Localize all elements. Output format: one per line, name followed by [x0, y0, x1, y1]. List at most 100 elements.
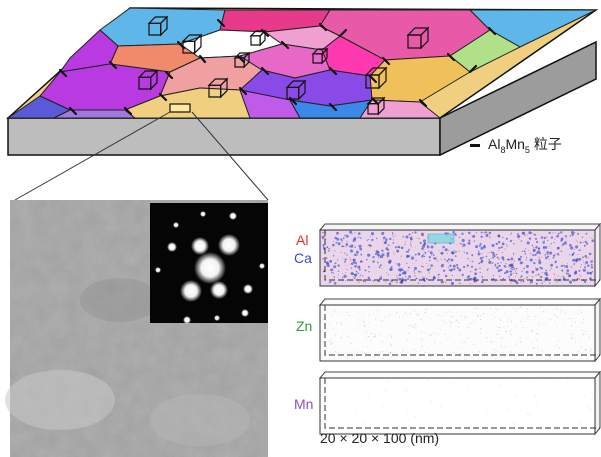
element-dot	[554, 232, 556, 234]
element-dot	[387, 381, 388, 383]
element-dot	[466, 264, 469, 267]
element-dot	[567, 274, 569, 276]
element-dot	[350, 249, 352, 251]
element-dot	[510, 332, 511, 334]
element-dot	[442, 323, 444, 325]
element-dot	[569, 311, 571, 313]
diffraction-spot	[183, 316, 191, 324]
element-dot	[501, 337, 503, 339]
element-dot	[489, 237, 491, 239]
element-dot	[529, 327, 530, 329]
element-dot	[586, 270, 588, 272]
element-dot	[374, 252, 378, 256]
element-dot	[459, 315, 461, 317]
element-dot	[410, 247, 411, 249]
diffraction-spot	[194, 252, 226, 284]
element-dot	[341, 242, 343, 244]
element-dot	[405, 411, 407, 413]
element-dot	[440, 406, 442, 407]
element-dot	[451, 265, 453, 267]
element-dot	[354, 353, 356, 355]
diffraction-spot	[210, 281, 228, 299]
element-dot	[427, 267, 428, 268]
element-dot	[380, 256, 382, 258]
element-dot	[328, 247, 330, 250]
element-dot	[539, 307, 541, 309]
element-dot	[504, 248, 506, 250]
element-dot	[354, 246, 356, 248]
element-dot	[590, 408, 592, 410]
element-dot	[531, 329, 533, 331]
element-dot	[515, 309, 517, 311]
element-dot	[516, 324, 517, 326]
element-dot	[568, 280, 573, 284]
element-dot	[342, 328, 343, 329]
element-dot	[488, 259, 491, 261]
element-dot	[571, 233, 574, 237]
element-dot	[539, 358, 541, 360]
element-dot	[510, 329, 512, 331]
element-dot	[571, 318, 573, 319]
element-dot	[422, 266, 424, 268]
element-dot	[455, 251, 457, 253]
element-dot	[530, 280, 533, 284]
element-dot	[429, 334, 431, 336]
element-dot	[356, 410, 358, 412]
element-dot	[378, 266, 381, 269]
element-dot	[355, 270, 358, 273]
element-dot	[446, 252, 449, 255]
element-dot	[560, 237, 564, 241]
element-dot	[460, 242, 462, 245]
element-dot	[389, 351, 392, 353]
element-dot	[553, 241, 555, 244]
element-dot	[492, 267, 494, 269]
element-dot	[355, 250, 359, 254]
element-dot	[333, 381, 334, 382]
element-dot	[404, 280, 406, 282]
element-map-al-ca	[318, 222, 601, 288]
element-dot	[510, 334, 512, 336]
element-dot	[367, 265, 370, 268]
element-dot	[459, 269, 460, 271]
element-dot	[363, 325, 365, 327]
element-dot	[462, 265, 466, 269]
element-dot	[576, 349, 578, 351]
element-dot	[405, 250, 408, 253]
element-dot	[438, 358, 439, 360]
element-dot	[540, 267, 543, 270]
element-dot	[531, 244, 534, 247]
element-dot	[498, 257, 500, 260]
element-dot	[352, 261, 355, 264]
element-dot	[485, 231, 488, 233]
element-dot	[580, 264, 582, 266]
element-dot	[475, 232, 478, 234]
element-dot	[506, 333, 508, 335]
element-dot	[575, 338, 576, 340]
element-dot	[532, 254, 535, 257]
element-dot	[554, 315, 556, 316]
element-dot	[415, 327, 417, 329]
element-dot	[486, 256, 488, 257]
element-dot	[333, 321, 334, 322]
element-dot	[518, 257, 522, 261]
element-dot	[536, 240, 539, 244]
element-dot	[579, 325, 580, 327]
element-dot	[414, 348, 416, 350]
element-dot	[553, 380, 555, 382]
element-dot	[454, 321, 456, 322]
element-dot	[444, 320, 445, 322]
element-dot	[458, 321, 460, 323]
element-dot	[507, 318, 509, 320]
element-dot	[351, 309, 352, 310]
element-dot	[545, 273, 549, 277]
element-dot	[388, 259, 392, 263]
element-dot	[479, 387, 480, 389]
element-dot	[506, 244, 507, 246]
element-dot	[453, 352, 455, 354]
element-dot	[374, 336, 376, 338]
element-dot	[586, 334, 588, 335]
al8mn5-particle	[328, 66, 338, 76]
element-dot	[406, 413, 408, 415]
element-dot	[359, 237, 362, 239]
element-dot	[346, 275, 348, 277]
